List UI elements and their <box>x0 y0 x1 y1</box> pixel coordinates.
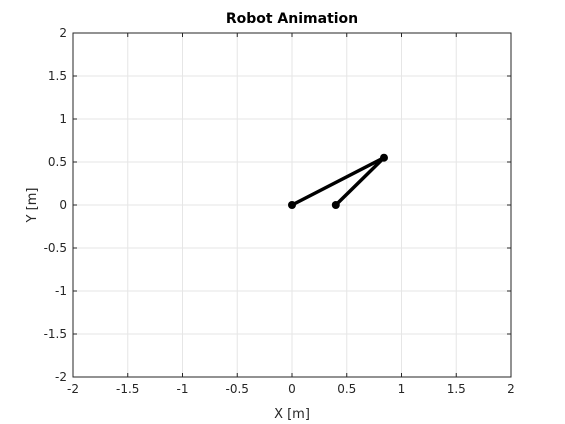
grid-lines <box>72 32 512 378</box>
y-tick-label: 0.5 <box>48 155 67 169</box>
robot-link-segment <box>334 155 386 207</box>
x-tick-label: 2 <box>507 382 515 396</box>
y-axis-label: Y [m] <box>25 188 40 224</box>
robot-link-segment <box>290 155 386 207</box>
y-axis-ticks: -2 -1.5 -1 -0.5 0 0.5 1 1.5 2 <box>44 26 511 384</box>
x-axis-ticks: -2 -1.5 -1 -0.5 0 0.5 1 1.5 2 <box>67 33 515 396</box>
joint-marker <box>379 153 388 162</box>
y-tick-label: -2 <box>55 370 67 384</box>
y-tick-label: -1.5 <box>44 327 67 341</box>
y-tick-label: 1 <box>59 112 67 126</box>
x-tick-label: -2 <box>67 382 79 396</box>
x-tick-label: 1 <box>398 382 406 396</box>
y-tick-label: -0.5 <box>44 241 67 255</box>
x-tick-label: -1.5 <box>116 382 139 396</box>
joint-marker <box>331 201 340 209</box>
x-tick-label: -1 <box>177 382 189 396</box>
robot-joints <box>288 153 388 209</box>
x-axis-label: X [m] <box>274 407 310 422</box>
plot-area: -2 -1.5 -1 -0.5 0 0.5 1 1.5 2 -2 -1.5 -1 -0.5 0 0.5 1 1… <box>44 26 515 396</box>
x-tick-label: 0.5 <box>337 382 356 396</box>
y-tick-label: 2 <box>59 26 67 40</box>
y-tick-label: 1.5 <box>48 69 67 83</box>
y-tick-label: 0 <box>59 198 67 212</box>
x-tick-label: -0.5 <box>226 382 249 396</box>
x-tick-label: 0 <box>288 382 296 396</box>
robot-links <box>290 155 386 207</box>
joint-marker <box>288 201 296 209</box>
y-tick-label: -1 <box>55 284 67 298</box>
x-tick-label: 1.5 <box>447 382 466 396</box>
chart-title: Robot Animation <box>226 11 358 27</box>
